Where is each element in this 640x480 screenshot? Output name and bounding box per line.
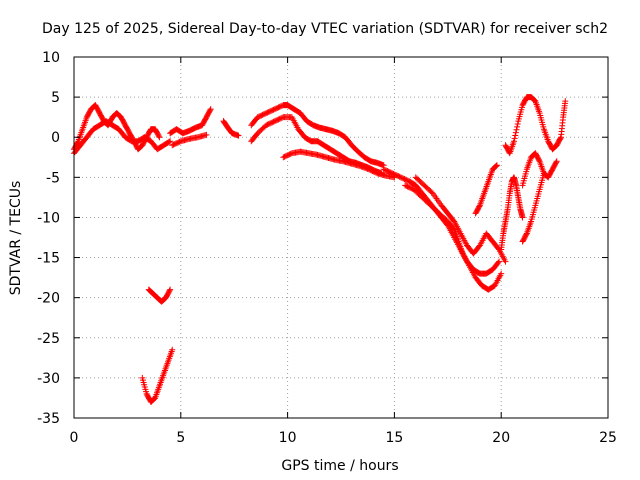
- data-point: [166, 287, 173, 294]
- data-point: [514, 121, 521, 128]
- y-tick-label: -35: [37, 411, 60, 427]
- y-tick-label: -25: [37, 331, 60, 347]
- data-point: [514, 123, 521, 130]
- data-point: [493, 162, 500, 169]
- data-point: [74, 139, 81, 146]
- data-point: [203, 131, 210, 138]
- y-tick-label: -20: [37, 291, 60, 307]
- data-point: [498, 270, 505, 277]
- data-point: [156, 134, 163, 141]
- data-point: [496, 258, 503, 265]
- x-tick-label: 15: [385, 430, 403, 446]
- x-axis-label: GPS time / hours: [281, 458, 398, 474]
- series-trace-m: [498, 174, 526, 253]
- x-tick-label: 5: [176, 430, 185, 446]
- data-point: [557, 135, 564, 142]
- axis-ticks: 0 5 10 15 20 25 10 5 0 -5 -10 -15 -20 -25 -30 -35: [37, 50, 617, 446]
- data-point: [523, 231, 530, 238]
- series-trace-c: [167, 106, 214, 137]
- data-point: [540, 170, 547, 177]
- y-tick-label: 10: [42, 50, 60, 66]
- data-point: [166, 138, 173, 145]
- data-point: [495, 259, 502, 266]
- series-trace-i: [380, 166, 503, 277]
- series-trace-p: [519, 170, 547, 245]
- data-point: [511, 138, 518, 145]
- data-point: [512, 132, 519, 139]
- chart-title: Day 125 of 2025, Sidereal Day-to-day VTE…: [42, 21, 608, 37]
- data-point: [492, 163, 499, 170]
- data-point: [513, 126, 520, 133]
- x-tick-label: 20: [492, 430, 510, 446]
- x-tick-label: 10: [279, 430, 297, 446]
- y-tick-label: -15: [37, 251, 60, 267]
- plot-frame: [73, 56, 609, 419]
- series-trace-r: [139, 346, 176, 405]
- series-trace-q: [145, 286, 174, 305]
- data-point: [553, 158, 560, 165]
- data-points: [71, 94, 569, 405]
- data-point: [169, 346, 176, 353]
- series-trace-l: [472, 162, 500, 217]
- data-point: [207, 107, 214, 114]
- grid-lines: [74, 57, 608, 418]
- series-trace-k: [412, 174, 509, 265]
- data-point: [512, 129, 519, 136]
- y-tick-label: -10: [37, 210, 60, 226]
- series-trace-d: [169, 131, 210, 149]
- series-trace-b: [71, 118, 174, 157]
- data-point: [536, 157, 543, 164]
- data-point: [511, 135, 518, 142]
- x-tick-label: 25: [599, 430, 617, 446]
- y-axis-label: SDTVAR / TECUs: [8, 181, 24, 296]
- data-point: [167, 138, 174, 145]
- data-point: [155, 133, 162, 140]
- y-tick-label: 5: [51, 90, 60, 106]
- series-trace-o: [519, 150, 560, 189]
- data-point: [502, 258, 509, 265]
- series-trace-n: [502, 94, 569, 157]
- series-trace-e: [220, 118, 242, 139]
- data-point: [493, 162, 500, 169]
- series-trace-f: [248, 102, 387, 169]
- data-point: [476, 203, 483, 210]
- y-tick-label: -5: [46, 170, 60, 186]
- x-tick-label: 0: [70, 430, 79, 446]
- y-tick-label: -30: [37, 371, 60, 387]
- data-point: [553, 159, 560, 166]
- data-point: [235, 132, 242, 139]
- y-tick-label: 0: [51, 130, 60, 146]
- series-trace-j: [402, 182, 505, 293]
- data-point: [207, 106, 214, 113]
- data-point: [167, 286, 174, 293]
- data-point: [519, 214, 526, 221]
- data-point: [562, 98, 569, 105]
